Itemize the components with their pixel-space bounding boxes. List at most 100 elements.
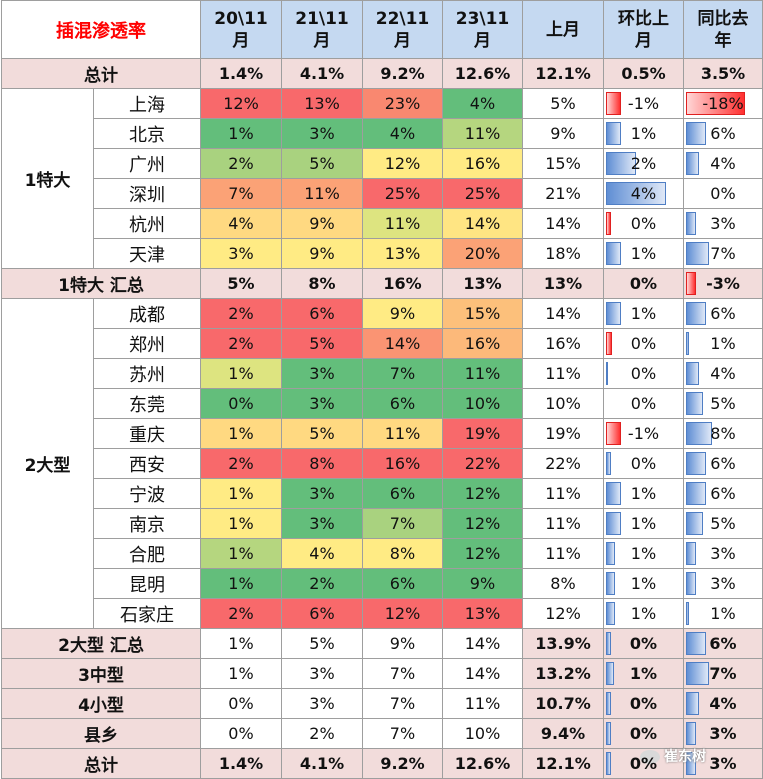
yoy-databar	[686, 752, 696, 775]
summary-value: 12.1%	[522, 58, 604, 89]
mom-cell: 0%	[603, 388, 684, 419]
column-header: 23\11 月	[442, 0, 523, 59]
heat-cell: 12%	[442, 538, 523, 569]
yoy-databar	[686, 452, 706, 475]
last-month-cell: 11%	[522, 538, 604, 569]
mom-databar	[606, 122, 621, 145]
summary-value: 10%	[442, 718, 523, 749]
heat-cell: 11%	[442, 118, 523, 149]
mom-value: 1%	[630, 124, 657, 143]
table-row: 合肥 1% 4% 8% 12% 11% 1% 3%	[2, 538, 763, 569]
mom-databar	[606, 602, 615, 625]
last-month-cell: 12%	[522, 598, 604, 629]
heat-cell: 14%	[442, 208, 523, 239]
yoy-value: 7%	[710, 244, 736, 263]
heat-cell: 25%	[362, 178, 443, 209]
last-month-cell: 15%	[522, 148, 604, 179]
heat-cell: 3%	[281, 508, 363, 539]
heat-cell: 5%	[281, 328, 363, 359]
yoy-cell: 6%	[683, 298, 763, 329]
mom-databar	[606, 452, 611, 475]
yoy-value: 3.5%	[683, 58, 763, 89]
heat-cell: 23%	[362, 88, 443, 119]
yoy-databar	[686, 632, 706, 655]
heat-cell: 11%	[362, 418, 443, 449]
yoy-databar	[686, 212, 696, 235]
table-row: 天津 3% 9% 13% 20% 18% 1% 7%	[2, 238, 763, 269]
yoy-cell: 4%	[683, 688, 763, 719]
table-row: 重庆 1% 5% 11% 19% 19% -1% 8%	[2, 418, 763, 449]
mom-cell: 0%	[603, 748, 684, 779]
table-row: 2大型 成都 2% 6% 9% 15% 14% 1% 6%	[1, 298, 763, 629]
heat-cell: 9%	[442, 568, 523, 599]
mom-databar	[606, 542, 615, 565]
summary-value: 11%	[442, 688, 523, 719]
table-row: 杭州 4% 9% 11% 14% 14% 0% 3%	[2, 208, 763, 239]
city-name: 重庆	[93, 418, 201, 449]
yoy-databar	[686, 392, 703, 415]
city-name: 北京	[93, 118, 201, 149]
group-label: 2大型	[1, 298, 94, 629]
table-row: 1特大 上海 12% 13% 23% 4% 5% -1% -18%	[1, 88, 763, 269]
table-title: 插混渗透率	[1, 0, 201, 59]
mom-value: 1%	[630, 544, 657, 563]
city-name: 宁波	[93, 478, 201, 509]
mom-cell: 0%	[603, 628, 684, 659]
yoy-value: 1%	[710, 604, 736, 623]
heat-cell: 14%	[362, 328, 443, 359]
yoy-value: 1%	[710, 334, 736, 353]
mom-databar	[606, 482, 621, 505]
mom-value: 0%	[630, 394, 657, 413]
yoy-cell: 6%	[683, 478, 763, 509]
summary-value: 7%	[362, 658, 443, 689]
yoy-value: -3%	[706, 274, 740, 293]
yoy-value: 3%	[710, 574, 736, 593]
group-label: 1特大	[1, 88, 94, 269]
heat-cell: 13%	[442, 598, 523, 629]
yoy-cell: 5%	[683, 388, 763, 419]
heat-cell: 1%	[200, 478, 282, 509]
last-month-cell: 14%	[522, 298, 604, 329]
heat-cell: 20%	[442, 238, 523, 269]
mom-cell: 1%	[603, 118, 684, 149]
yoy-databar	[686, 572, 696, 595]
column-header: 21\11 月	[281, 0, 363, 59]
yoy-databar	[686, 692, 700, 715]
yoy-databar	[686, 332, 690, 355]
mom-value: 1%	[630, 244, 657, 263]
summary-value: 9.2%	[362, 748, 443, 779]
mom-cell: 4%	[603, 178, 684, 209]
yoy-cell: -3%	[683, 268, 763, 299]
heat-cell: 12%	[442, 478, 523, 509]
city-name: 石家庄	[93, 598, 201, 629]
mom-value: 2%	[630, 154, 657, 173]
heat-cell: 7%	[362, 508, 443, 539]
heat-cell: 13%	[362, 238, 443, 269]
yoy-databar	[686, 662, 710, 685]
heat-cell: 2%	[281, 568, 363, 599]
table-row: 4小型 0% 3% 7% 11% 10.7% 0% 4%	[1, 688, 763, 719]
yoy-cell: 6%	[683, 448, 763, 479]
yoy-databar	[686, 92, 746, 115]
yoy-value: 6%	[709, 634, 737, 653]
mom-value: 1%	[630, 514, 657, 533]
summary-value: 8%	[281, 268, 363, 299]
city-name: 广州	[93, 148, 201, 179]
heat-cell: 22%	[442, 448, 523, 479]
summary-value: 2%	[281, 718, 363, 749]
mom-cell: 0%	[603, 718, 684, 749]
yoy-databar	[686, 482, 706, 505]
table-row: 苏州 1% 3% 7% 11% 11% 0% 4%	[2, 358, 763, 389]
heat-cell: 12%	[362, 598, 443, 629]
heat-cell: 9%	[281, 208, 363, 239]
last-month-cell: 18%	[522, 238, 604, 269]
mom-cell: 1%	[603, 478, 684, 509]
yoy-databar	[686, 152, 700, 175]
mom-cell: -1%	[603, 88, 684, 119]
heat-cell: 16%	[362, 448, 443, 479]
table-row: 北京 1% 3% 4% 11% 9% 1% 6%	[2, 118, 763, 149]
summary-value: 16%	[362, 268, 443, 299]
heat-cell: 6%	[362, 388, 443, 419]
heat-cell: 4%	[281, 538, 363, 569]
